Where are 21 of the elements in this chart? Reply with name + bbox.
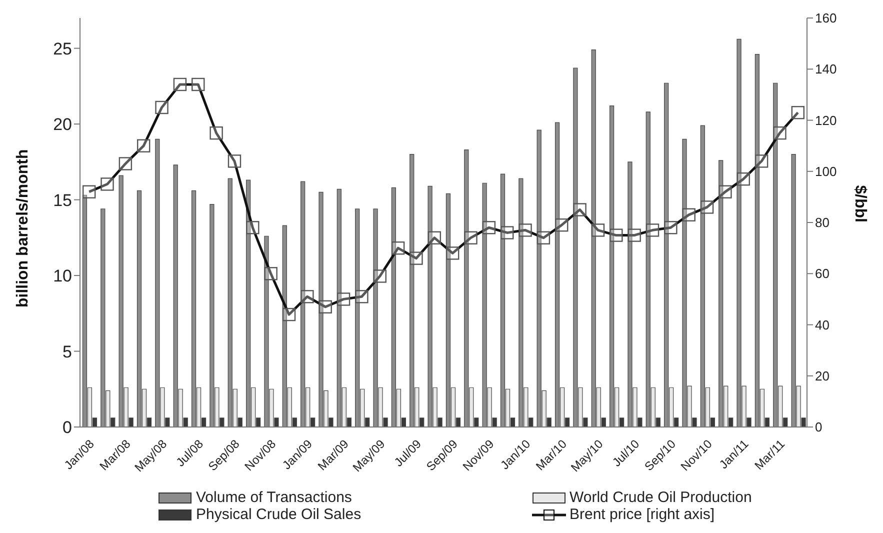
y-tick-label: 0: [62, 418, 72, 438]
y-tick-label: 10: [53, 266, 72, 286]
y-tick-label: 20: [53, 115, 72, 134]
y2-tick-label: 0: [815, 420, 822, 435]
legend-label: World Crude Oil Production: [570, 489, 752, 506]
y2-tick-label: 140: [815, 62, 837, 77]
y2-tick-label: 20: [815, 368, 830, 384]
legend-label: Volume of Transactions: [196, 489, 352, 506]
y2-tick-label: 40: [815, 317, 830, 332]
y-tick-label: 25: [53, 39, 72, 58]
legend-label: Brent price [right axis]: [570, 506, 715, 523]
y2-axis-title: $/bbl: [851, 185, 868, 222]
y-tick-label: 5: [62, 342, 72, 362]
y2-tick-label: 120: [815, 112, 837, 128]
y2-tick-label: 160: [815, 10, 837, 26]
y-tick-label: 15: [53, 190, 72, 210]
y2-tick-label: 100: [815, 164, 837, 179]
y-axis-title: billion barrels/month: [14, 149, 32, 308]
y2-tick-label: 80: [815, 215, 830, 230]
y2-tick-label: 60: [815, 266, 830, 282]
legend-label: Physical Crude Oil Sales: [196, 506, 362, 523]
